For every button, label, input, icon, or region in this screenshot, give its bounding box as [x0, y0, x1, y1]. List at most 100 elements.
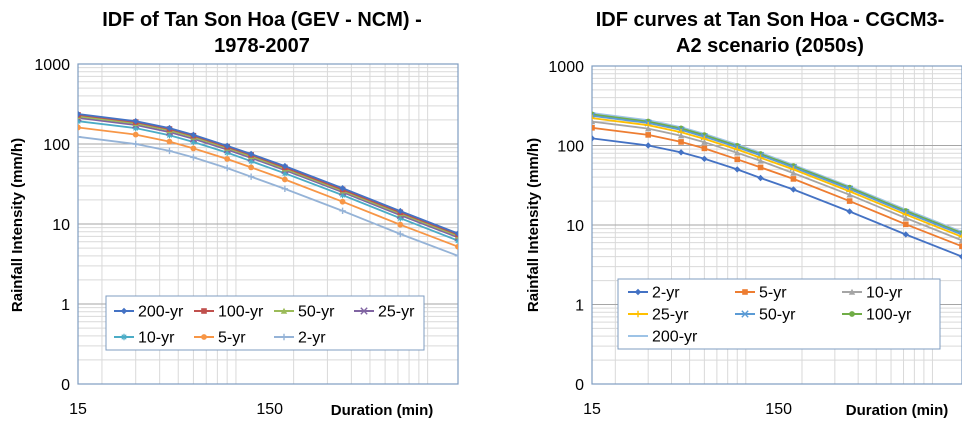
left-legend-marker-100-yr	[201, 308, 207, 314]
right-x-tick-label: 15	[583, 401, 601, 418]
left-data-point-10-yr	[397, 215, 404, 222]
left-legend-label-25-yr: 25-yr	[378, 304, 415, 321]
right-data-point-5-yr	[903, 221, 909, 228]
right-data-point-2-yr	[790, 186, 797, 193]
right-series-line-10-yr	[592, 120, 962, 242]
left-data-point-200-yr	[132, 117, 139, 125]
left-series-line-5-yr	[78, 126, 458, 248]
left-legend-label-50-yr: 50-yr	[298, 304, 335, 321]
right-legend-label-200-yr: 200-yr	[652, 329, 698, 346]
left-data-point-200-yr	[190, 131, 197, 139]
left-data-point-5-yr	[190, 145, 197, 152]
right-y-tick-label: 1	[575, 298, 584, 315]
right-legend-label-10-yr: 10-yr	[866, 285, 903, 302]
right-data-point-5-yr	[678, 139, 684, 145]
right-series-line-25-yr	[592, 117, 962, 238]
left-data-point-5-yr	[281, 176, 288, 183]
left-series-group	[78, 110, 458, 260]
left-data-point-2-yr	[166, 147, 173, 155]
right-legend-marker-100-yr	[849, 311, 855, 317]
left-data-point-2-yr	[397, 230, 404, 238]
right-x-tick-label: 150	[765, 401, 792, 418]
left-data-point-200-yr	[454, 230, 458, 237]
right-series-line-5-yr	[592, 126, 962, 248]
right-chart-title-line-2: A2 scenario (2050s)	[676, 35, 864, 57]
right-data-point-10-yr	[958, 237, 962, 244]
left-data-point-5-yr	[455, 243, 458, 250]
right-data-point-2-yr	[757, 174, 764, 182]
left-data-point-5-yr	[248, 164, 255, 171]
right-legend-box	[617, 278, 941, 350]
left-chart-title-line-1: IDF of Tan Son Hoa (GEV - NCM) -	[102, 9, 422, 31]
left-data-point-2-yr	[223, 164, 231, 172]
right-legend-marker-2-yr	[634, 288, 642, 296]
right-legend-label-2-yr: 2-yr	[652, 285, 680, 302]
right-data-point-10-yr	[644, 125, 652, 132]
left-data-point-10-yr	[247, 157, 255, 165]
left-x-axis-label: Duration (min)	[331, 402, 434, 419]
left-series-line-200-yr	[78, 113, 458, 235]
right-data-point-5-yr	[790, 176, 797, 182]
right-data-point-10-yr	[734, 149, 741, 156]
right-data-point-5-yr	[592, 124, 595, 131]
left-y-tick-label: 0	[61, 377, 70, 394]
right-legend: 2-yr 5-yr 10-yr 25-yr 50-yr 100-yr 200-yr	[617, 278, 941, 350]
left-data-point-200-yr	[339, 185, 346, 192]
right-legend-marker-50-yr	[741, 310, 749, 318]
right-data-point-2-yr	[846, 208, 853, 215]
right-legend-label-50-yr: 50-yr	[759, 307, 796, 324]
left-data-point-200-yr	[397, 207, 404, 215]
left-legend-marker-50-yr	[280, 307, 288, 314]
left-legend-marker-200-yr	[120, 307, 128, 315]
left-series-line-25-yr	[78, 117, 458, 239]
right-legend-label-100-yr: 100-yr	[866, 307, 912, 324]
left-legend-label-5-yr: 5-yr	[218, 330, 246, 347]
left-data-point-2-yr	[78, 133, 82, 141]
left-series-line-10-yr	[78, 120, 458, 242]
left-y-axis-label: Rainfall Intensity (mm/h)	[9, 138, 26, 312]
left-data-point-5-yr	[166, 138, 173, 145]
left-data-point-2-yr	[247, 173, 255, 180]
left-data-point-10-yr	[190, 138, 197, 146]
left-x-tick-label: 15	[69, 401, 87, 418]
left-data-point-10-yr	[166, 131, 173, 139]
left-plot-border	[77, 63, 459, 385]
right-legend-marker-25-yr	[634, 310, 642, 318]
right-plot-border	[591, 65, 962, 385]
right-y-tick-label: 1000	[548, 59, 584, 76]
right-series-line-200-yr	[592, 112, 962, 233]
right-data-point-2-yr	[592, 135, 596, 142]
left-data-point-200-yr	[166, 124, 173, 132]
left-y-tick-label: 100	[43, 137, 70, 154]
left-data-point-5-yr	[78, 124, 81, 131]
right-data-point-2-yr	[644, 142, 652, 149]
left-data-point-200-yr	[223, 142, 231, 149]
left-data-point-2-yr	[339, 207, 346, 215]
right-data-point-25-yr	[592, 114, 596, 122]
left-data-point-10-yr	[339, 191, 346, 199]
left-legend-label-10-yr: 10-yr	[138, 330, 175, 347]
right-data-point-2-yr	[958, 253, 962, 260]
left-legend-label-2-yr: 2-yr	[298, 330, 326, 347]
left-legend-marker-10-yr	[120, 333, 128, 341]
right-data-point-25-yr	[958, 233, 962, 241]
right-x-axis-label: Duration (min)	[846, 402, 949, 419]
right-data-point-5-yr	[757, 164, 764, 171]
left-data-point-5-yr	[339, 198, 346, 205]
right-data-point-2-yr	[701, 155, 708, 163]
left-data-point-200-yr	[78, 110, 82, 118]
left-data-point-200-yr	[247, 150, 255, 158]
left-series-line-50-yr	[78, 115, 458, 237]
left-legend-box	[105, 295, 425, 351]
left-x-tick-label: 150	[256, 401, 283, 418]
right-y-axis-label: Rainfall Intensity (mm/h)	[525, 138, 542, 312]
right-data-point-5-yr	[734, 156, 741, 163]
left-data-point-2-yr	[281, 185, 289, 193]
right-data-point-10-yr	[757, 157, 764, 164]
right-series-line-2-yr	[592, 137, 962, 258]
right-y-tick-label: 10	[566, 218, 584, 235]
right-y-tick-label: 100	[557, 139, 584, 156]
right-data-point-5-yr	[959, 243, 962, 250]
left-y-tick-label: 10	[52, 217, 70, 234]
right-legend-marker-5-yr	[742, 289, 748, 295]
